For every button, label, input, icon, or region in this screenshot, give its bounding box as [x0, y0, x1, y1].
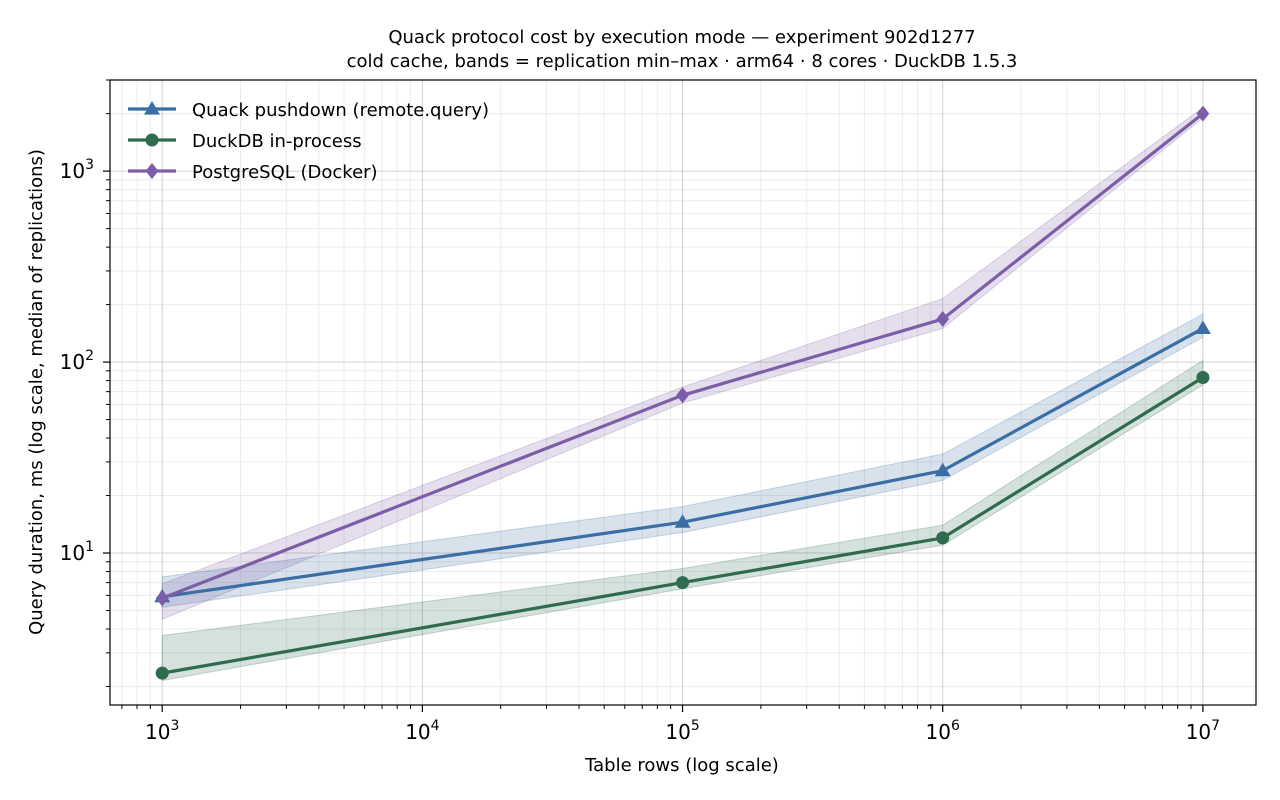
- legend-item-duckdb-in-process: DuckDB in-process: [128, 131, 362, 152]
- y-tick-label: 102: [60, 348, 94, 374]
- x-axis-label: Table rows (log scale): [584, 755, 779, 776]
- x-tick-label: 106: [926, 718, 960, 744]
- point-postgresql-docker: [155, 590, 169, 607]
- point-postgresql-docker: [1196, 105, 1210, 122]
- legend-item-quack-pushdown-remote-query: Quack pushdown (remote.query): [128, 100, 489, 121]
- chart-subtitle: cold cache, bands = replication min–max …: [347, 51, 1018, 72]
- line-quack-pushdown-remote-query: [161, 327, 1204, 599]
- x-tick-label: 104: [405, 718, 439, 744]
- axis-tick-labels: 103 104 105 106 107 101 102 103: [60, 157, 1220, 744]
- x-tick-label: 103: [145, 718, 179, 744]
- point-duckdb-in-process: [936, 531, 950, 545]
- legend-label-postgresql-docker: PostgreSQL (Docker): [192, 162, 378, 183]
- legend: Quack pushdown (remote.query) DuckDB in-p…: [128, 100, 489, 183]
- x-tick-label: 105: [665, 718, 699, 744]
- series-lines: [161, 112, 1204, 675]
- point-quack-pushdown-remote-query: [1194, 320, 1211, 335]
- legend-marker-duckdb-in-process: [145, 133, 159, 147]
- y-axis-label: Query duration, ms (log scale, median of…: [26, 149, 47, 635]
- point-duckdb-in-process: [1196, 371, 1210, 385]
- line-duckdb-in-process: [161, 376, 1204, 675]
- legend-item-postgresql-docker: PostgreSQL (Docker): [128, 162, 378, 183]
- point-duckdb-in-process: [676, 576, 690, 590]
- legend-label-duckdb-in-process: DuckDB in-process: [192, 131, 362, 152]
- point-postgresql-docker: [676, 387, 689, 404]
- axis-ticks: [103, 79, 1204, 712]
- y-tick-label: 101: [60, 539, 94, 565]
- chart-title: Quack protocol cost by execution mode — …: [388, 27, 975, 48]
- series-markers: [154, 105, 1211, 680]
- y-tick-label: 103: [60, 157, 94, 183]
- band-duckdb-in-process: [161, 359, 1204, 682]
- line-postgresql-docker: [161, 112, 1204, 600]
- grid-major: [110, 80, 1256, 705]
- band-quack-pushdown-remote-query: [161, 313, 1204, 608]
- point-postgresql-docker: [936, 311, 950, 328]
- legend-marker-postgresql-docker: [145, 163, 159, 179]
- legend-label-quack-pushdown-remote-query: Quack pushdown (remote.query): [192, 100, 489, 121]
- point-quack-pushdown-remote-query: [674, 514, 691, 528]
- point-duckdb-in-process: [155, 666, 169, 680]
- legend-marker-quack-pushdown-remote-query: [144, 101, 160, 115]
- x-tick-label: 107: [1186, 718, 1220, 744]
- point-quack-pushdown-remote-query: [934, 462, 951, 477]
